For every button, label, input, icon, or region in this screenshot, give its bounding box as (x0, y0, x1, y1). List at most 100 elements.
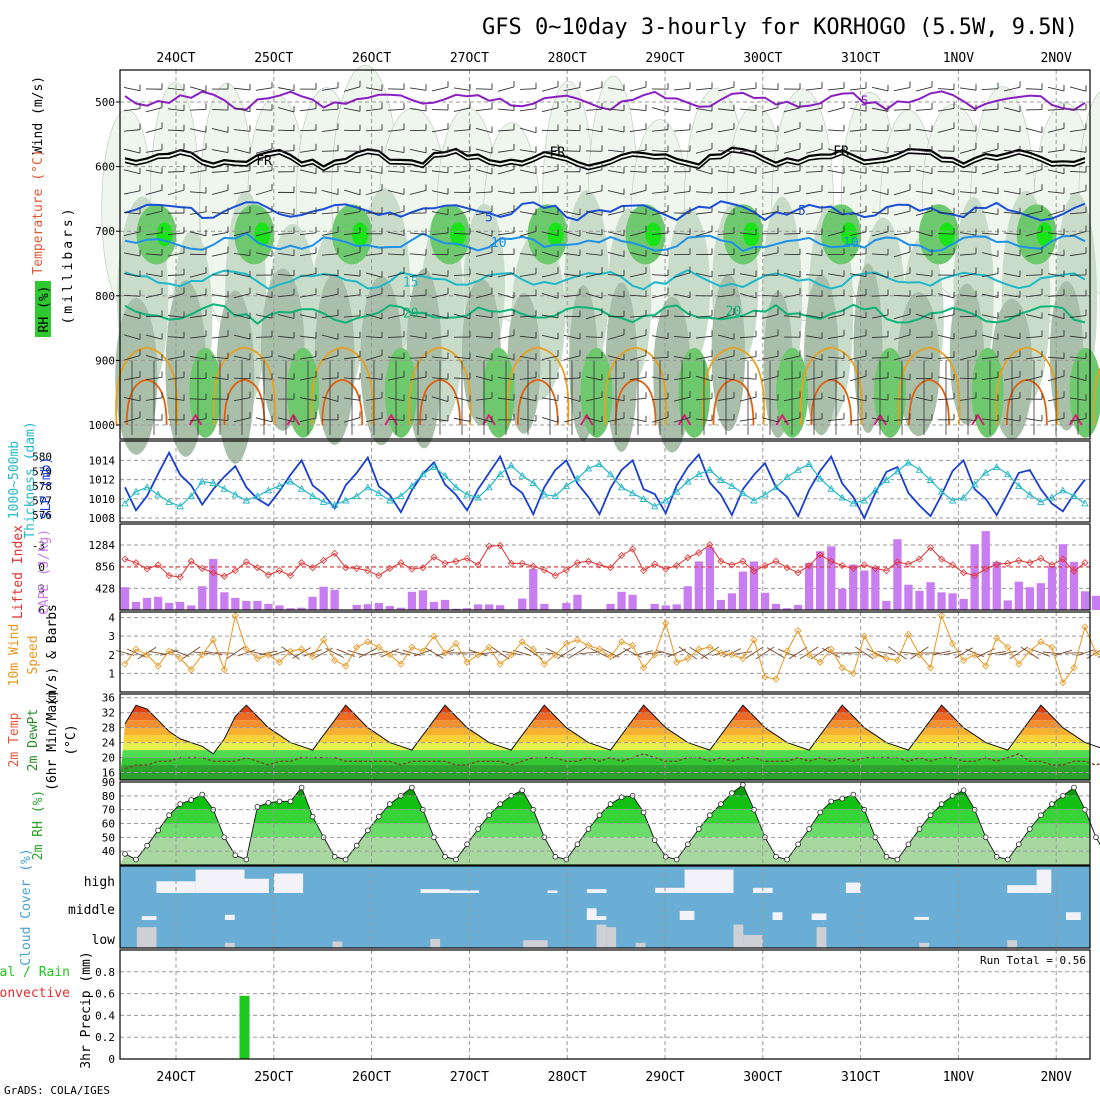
wind-speed-marker (507, 651, 515, 659)
wind-barb (1003, 86, 1021, 92)
wind-barb (343, 189, 361, 196)
wind-speed-marker (474, 651, 482, 659)
wind-barb (233, 148, 251, 154)
wind-barb (211, 128, 229, 133)
temp-band (120, 727, 1090, 736)
thickness-tick: 579 (32, 465, 52, 478)
lifted-marker (827, 557, 835, 565)
wind-barb (805, 355, 823, 361)
wind-barb (343, 170, 361, 174)
wind-barb (211, 252, 229, 257)
contour-label: 20 (726, 305, 742, 320)
wind-barb (409, 190, 427, 195)
wind10m-barb (877, 651, 896, 655)
temp-tick: 20 (102, 752, 115, 765)
contour-label: -5 (853, 95, 869, 110)
wind-barb (145, 273, 163, 277)
lifted-marker (275, 567, 284, 575)
wind-barb (255, 169, 273, 174)
cloud-segment (596, 916, 607, 920)
wind-barb (1047, 273, 1065, 277)
wind-barb (805, 148, 823, 154)
wind-barb (277, 107, 295, 113)
wind-barb (717, 86, 735, 92)
lifted-marker (595, 561, 604, 569)
wind-speed-marker (364, 638, 372, 646)
lifted-marker (242, 558, 250, 566)
wind-barb (1047, 191, 1065, 194)
wind-barb (805, 294, 823, 297)
wind10m-barb (259, 650, 278, 656)
wind-barb (893, 108, 911, 111)
thickness-tick: 577 (32, 494, 52, 507)
wind-barb (409, 335, 427, 339)
lifted-marker (673, 562, 681, 570)
lifted-marker (761, 562, 769, 570)
wind-barb (673, 232, 691, 235)
lifted-marker (397, 559, 405, 567)
wind-barb (607, 169, 625, 174)
lifted-marker (386, 564, 394, 572)
wind-barb (1003, 211, 1021, 215)
wind-speed-line (124, 613, 1100, 684)
thickness-marker (1048, 493, 1056, 501)
wind-barb (475, 127, 493, 133)
lifted-marker (860, 561, 868, 569)
wind-barb (233, 170, 251, 174)
wind-barb (123, 252, 141, 257)
lifted-marker (640, 567, 648, 575)
wind-barb (233, 355, 251, 360)
wind-barb (695, 108, 713, 112)
rh-marker (243, 856, 250, 863)
wind-speed-marker (750, 636, 758, 644)
wind-barb (629, 149, 647, 153)
rh-blob (938, 222, 955, 247)
rh-marker (894, 856, 901, 863)
cloud-segment (743, 935, 763, 948)
lifted-marker (816, 551, 824, 559)
cape-bar (948, 593, 957, 610)
wind-barb (409, 87, 427, 91)
rh-blob (384, 347, 417, 438)
wind10m-barb (1042, 651, 1061, 655)
cloud-level-middle: middle (68, 903, 115, 918)
cape-bar (782, 608, 792, 610)
wind-speed-marker (772, 675, 780, 683)
rh-tick: 70 (102, 804, 115, 817)
wind-barb (145, 210, 163, 216)
wind-barb (629, 86, 647, 92)
contour-label: 15 (403, 276, 419, 291)
wind-barb (959, 315, 977, 318)
thickness-tick: 580 (32, 451, 52, 464)
wind-barb (145, 355, 163, 361)
cloud-level-low: low (92, 933, 116, 948)
contour-label: 10 (491, 236, 507, 251)
wind-barb (871, 107, 889, 112)
wind-barb (761, 355, 779, 360)
wind-barb (739, 232, 757, 236)
wind-barb (145, 127, 163, 133)
wind-barb (387, 190, 405, 195)
wind-barb (629, 294, 647, 297)
upper-air-ylabel: Wind (m/s) Temperature (°C) RH (%) (mill… (31, 76, 76, 337)
wind-barb (497, 190, 515, 195)
lifted-marker (915, 555, 924, 563)
wind-barb (695, 128, 713, 133)
cloud-segment (430, 938, 441, 948)
rh-marker (596, 812, 603, 818)
wind-speed-marker (838, 664, 846, 672)
wind-barb (387, 314, 405, 319)
cape-bar (805, 563, 814, 610)
wind-barb (607, 108, 625, 112)
cape-ylabel: Lifted Index CAPE (J/kg) (11, 525, 52, 619)
lifted-marker (993, 560, 1001, 568)
cape-tick: 1284 (89, 539, 116, 552)
thickness-marker (209, 479, 218, 486)
thickness-marker (970, 480, 979, 488)
wind-barb (893, 171, 911, 173)
wind-barb (585, 190, 603, 195)
rh-marker (1027, 826, 1033, 832)
wind10m-label-2: Speed (26, 635, 41, 674)
thickness-marker (816, 474, 824, 482)
rh-marker (938, 801, 945, 807)
